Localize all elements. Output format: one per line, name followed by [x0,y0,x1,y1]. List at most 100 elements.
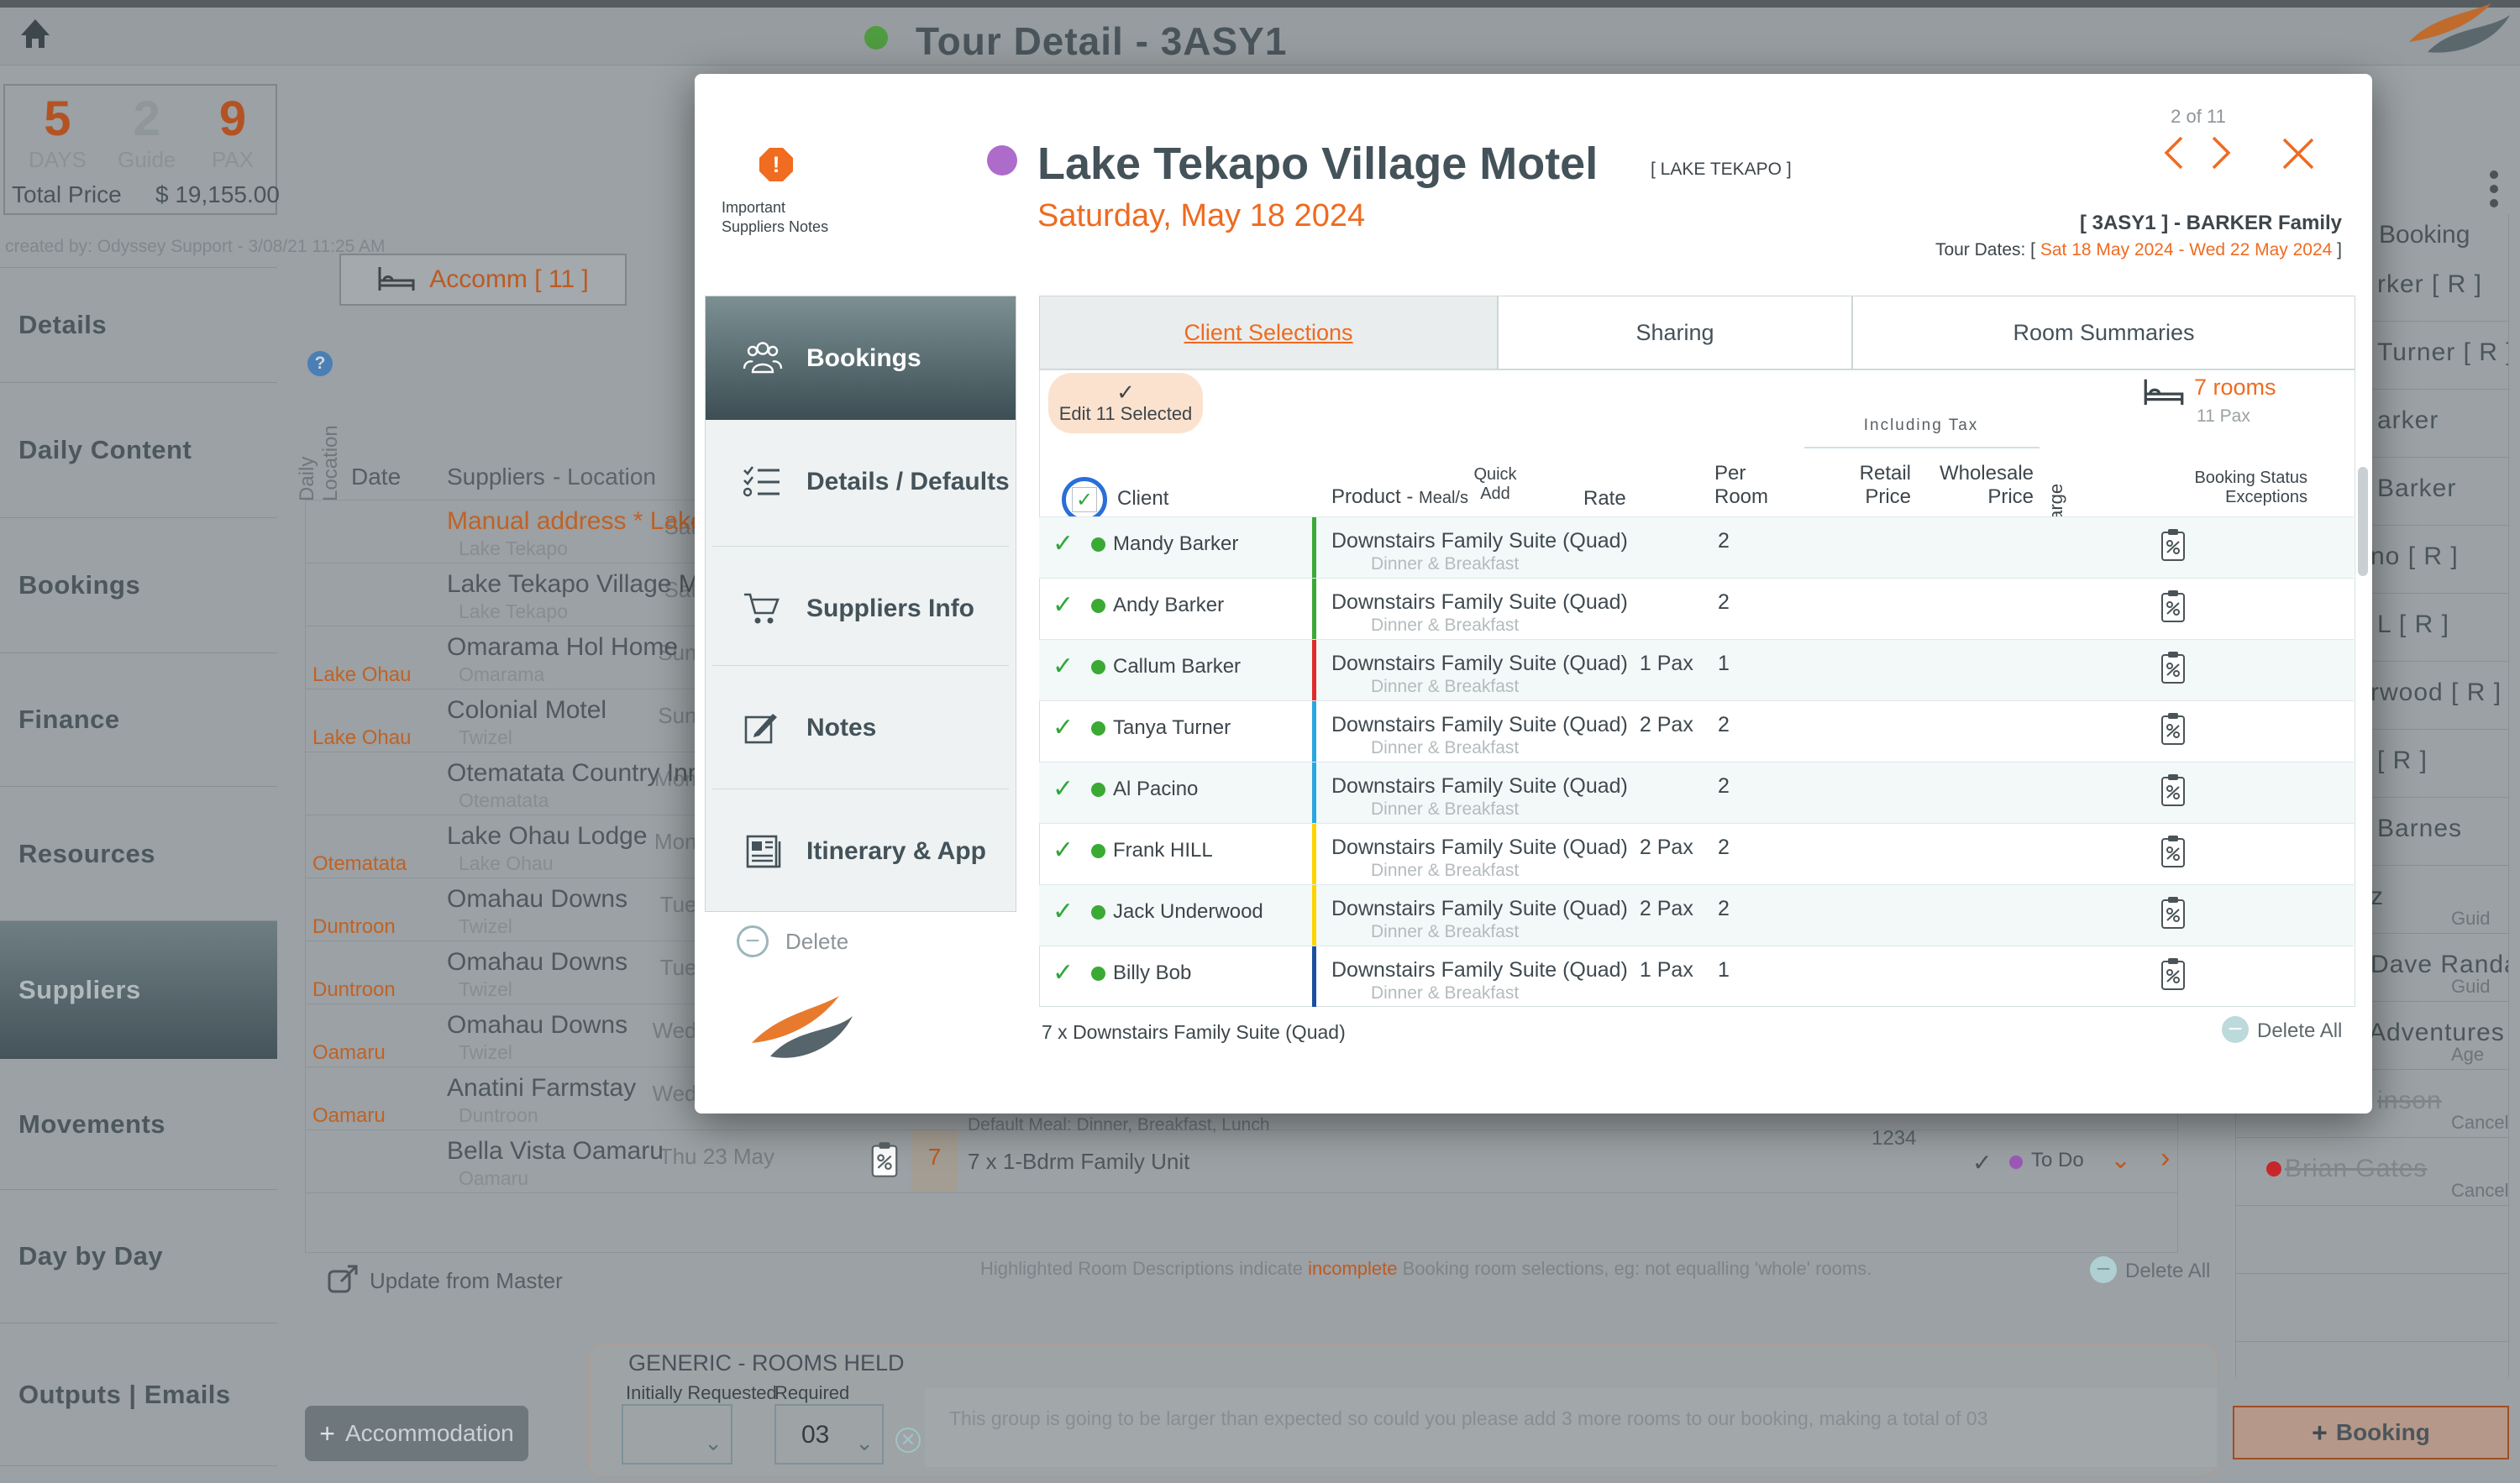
modal-nav-bookings[interactable]: Bookings [706,296,1016,420]
booking-row[interactable] [2236,1206,2508,1274]
delete-supplier-icon[interactable]: − [737,925,769,957]
booking-row[interactable]: z Guid [2236,866,2508,934]
required-select[interactable]: 03 ⌄ [774,1404,884,1465]
delete-all-icon[interactable]: − [2222,1016,2249,1043]
client-row[interactable]: ✓ Billy Bob Downstairs Family Suite (Qua… [1039,946,2354,1007]
booking-row[interactable]: inson Cancelle [2236,1070,2508,1138]
client-status-dot [1091,905,1105,920]
tab-sharing[interactable]: Sharing [1498,296,1852,369]
booking-row[interactable]: L [ R ] [2236,594,2508,662]
important-notes-icon[interactable]: ! [759,148,793,181]
todo-status-dot [2009,1155,2023,1169]
booking-row[interactable]: rwood [ R ] [2236,662,2508,730]
booking-row[interactable]: no [ R ] [2236,526,2508,594]
clipboard-icon[interactable] [2159,589,2187,628]
booking-row[interactable] [2236,1274,2508,1342]
sidebar-item-resources[interactable]: Resources [0,787,277,921]
update-from-master-icon[interactable] [326,1261,361,1301]
modal-nav-itinerary-app[interactable]: Itinerary & App [706,789,1016,913]
update-from-master-label[interactable]: Update from Master [370,1268,563,1293]
row-check-icon[interactable]: ✓ [1053,836,1074,864]
client-row[interactable]: ✓ Al Pacino Downstairs Family Suite (Qua… [1039,762,2354,823]
row-check-icon[interactable]: ✓ [1053,898,1074,925]
window-top-strip [0,0,2520,8]
home-icon[interactable] [18,17,52,55]
delete-supplier-label[interactable]: Delete [785,929,849,954]
sidebar-item-movements[interactable]: Movements [0,1059,277,1190]
total-price-label: Total Price [12,181,122,207]
sidebar-item-details[interactable]: Details [0,268,277,383]
prev-supplier-icon[interactable] [2156,133,2193,177]
help-icon[interactable]: ? [307,351,333,376]
sidebar-item-finance[interactable]: Finance [0,653,277,787]
room-summary-footer: 7 x Downstairs Family Suite (Quad) [1042,1021,1346,1043]
clipboard-icon[interactable] [869,1140,900,1183]
clipboard-icon[interactable] [2159,773,2187,812]
row-check-icon[interactable]: ✓ [1053,714,1074,742]
kebab-menu-icon[interactable] [2490,170,2498,213]
sidebar-item-daily-content[interactable]: Daily Content [0,383,277,518]
client-row[interactable]: ✓ Tanya Turner Downstairs Family Suite (… [1039,700,2354,762]
supplier-date: Saturday, May 18 2024 [1037,198,1366,233]
delete-all-icon[interactable]: − [2090,1256,2117,1283]
booking-row[interactable]: Barnes [2236,798,2508,866]
scrollbar-thumb[interactable] [2358,467,2368,576]
clipboard-icon[interactable] [2159,711,2187,751]
initially-requested-select[interactable]: ⌄ [622,1404,732,1465]
todo-status-label[interactable]: To Do [2031,1149,2084,1171]
todo-check-icon[interactable]: ✓ [1972,1150,1992,1176]
modal-nav-suppliers-info[interactable]: Suppliers Info [706,547,1016,670]
close-icon[interactable] [2279,134,2318,177]
booking-row[interactable]: [ R ] [2236,730,2508,798]
chevron-down-icon[interactable]: ⌄ [2110,1146,2132,1174]
select-all-checkbox[interactable]: ✓ [1062,477,1107,522]
booking-row[interactable]: Barker [2236,458,2508,526]
row-check-icon[interactable]: ✓ [1053,591,1074,619]
add-booking-button[interactable]: + Booking [2233,1406,2509,1459]
add-accommodation-button[interactable]: + Accommodation [305,1406,528,1461]
rooms-held-message-box[interactable] [924,1387,2218,1468]
clear-icon[interactable]: ✕ [895,1428,921,1453]
cart-icon [744,593,780,623]
page-title: Tour Detail - 3ASY1 [916,19,1288,63]
row-check-icon[interactable]: ✓ [1053,530,1074,558]
client-row[interactable]: ✓ Jack Underwood Downstairs Family Suite… [1039,884,2354,946]
tab-accomm[interactable]: Accomm [ 11 ] [339,254,627,306]
sidebar-item-outputs-emails[interactable]: Outputs | Emails [0,1323,277,1466]
booking-row[interactable]: Adventures Ltd Age [2236,1002,2508,1070]
client-row[interactable]: ✓ Andy Barker Downstairs Family Suite (Q… [1039,578,2354,639]
clipboard-icon[interactable] [2159,834,2187,873]
modal-nav-notes[interactable]: Notes [706,666,1016,789]
created-by: created by: Odyssey Support - 3/08/21 11… [5,237,386,256]
clipboard-icon[interactable] [2159,527,2187,567]
row-check-icon[interactable]: ✓ [1053,959,1074,987]
client-status-dot [1091,721,1105,736]
client-row[interactable]: ✓ Callum Barker Downstairs Family Suite … [1039,639,2354,700]
delete-all-label[interactable]: Delete All [2125,1260,2211,1282]
row-check-icon[interactable]: ✓ [1053,775,1074,803]
room-unit-text: 7 x 1-Bdrm Family Unit [968,1149,1190,1174]
booking-row[interactable]: rker [ R ] [2236,254,2508,322]
sidebar-item-bookings[interactable]: Bookings [0,518,277,653]
row-check-icon[interactable]: ✓ [1053,652,1074,680]
booking-row[interactable]: Dave Randall Guid [2236,934,2508,1002]
chevron-right-icon[interactable]: › [2160,1142,2171,1174]
tab-room-summaries[interactable]: Room Summaries [1852,296,2355,369]
sidebar-item-day-by-day[interactable]: Day by Day [0,1190,277,1323]
modal-nav-details-defaults[interactable]: Details / Defaults [706,420,1016,543]
client-row[interactable]: ✓ Mandy Barker Downstairs Family Suite (… [1039,516,2354,578]
bed-icon [378,267,415,291]
edit-selected-pill[interactable]: ✓ Edit 11 Selected [1048,373,1203,433]
booking-row[interactable]: Turner [ R ] [2236,322,2508,390]
clipboard-icon[interactable] [2159,895,2187,935]
tab-client-selections[interactable]: Client Selections [1039,296,1498,369]
sidebar-item-suppliers[interactable]: Suppliers [0,921,277,1059]
delete-all-label[interactable]: Delete All [2257,1019,2343,1042]
client-row[interactable]: ✓ Frank HILL Downstairs Family Suite (Qu… [1039,823,2354,884]
booking-row[interactable]: Brian Gates Cancelle [2236,1138,2508,1206]
clipboard-icon[interactable] [2159,956,2187,996]
supplier-row[interactable]: Thu 23 May Bella Vista Oamaru Oamaru [306,1130,2177,1193]
clipboard-icon[interactable] [2159,650,2187,689]
booking-row[interactable]: arker [2236,390,2508,458]
next-supplier-icon[interactable] [2202,133,2239,177]
